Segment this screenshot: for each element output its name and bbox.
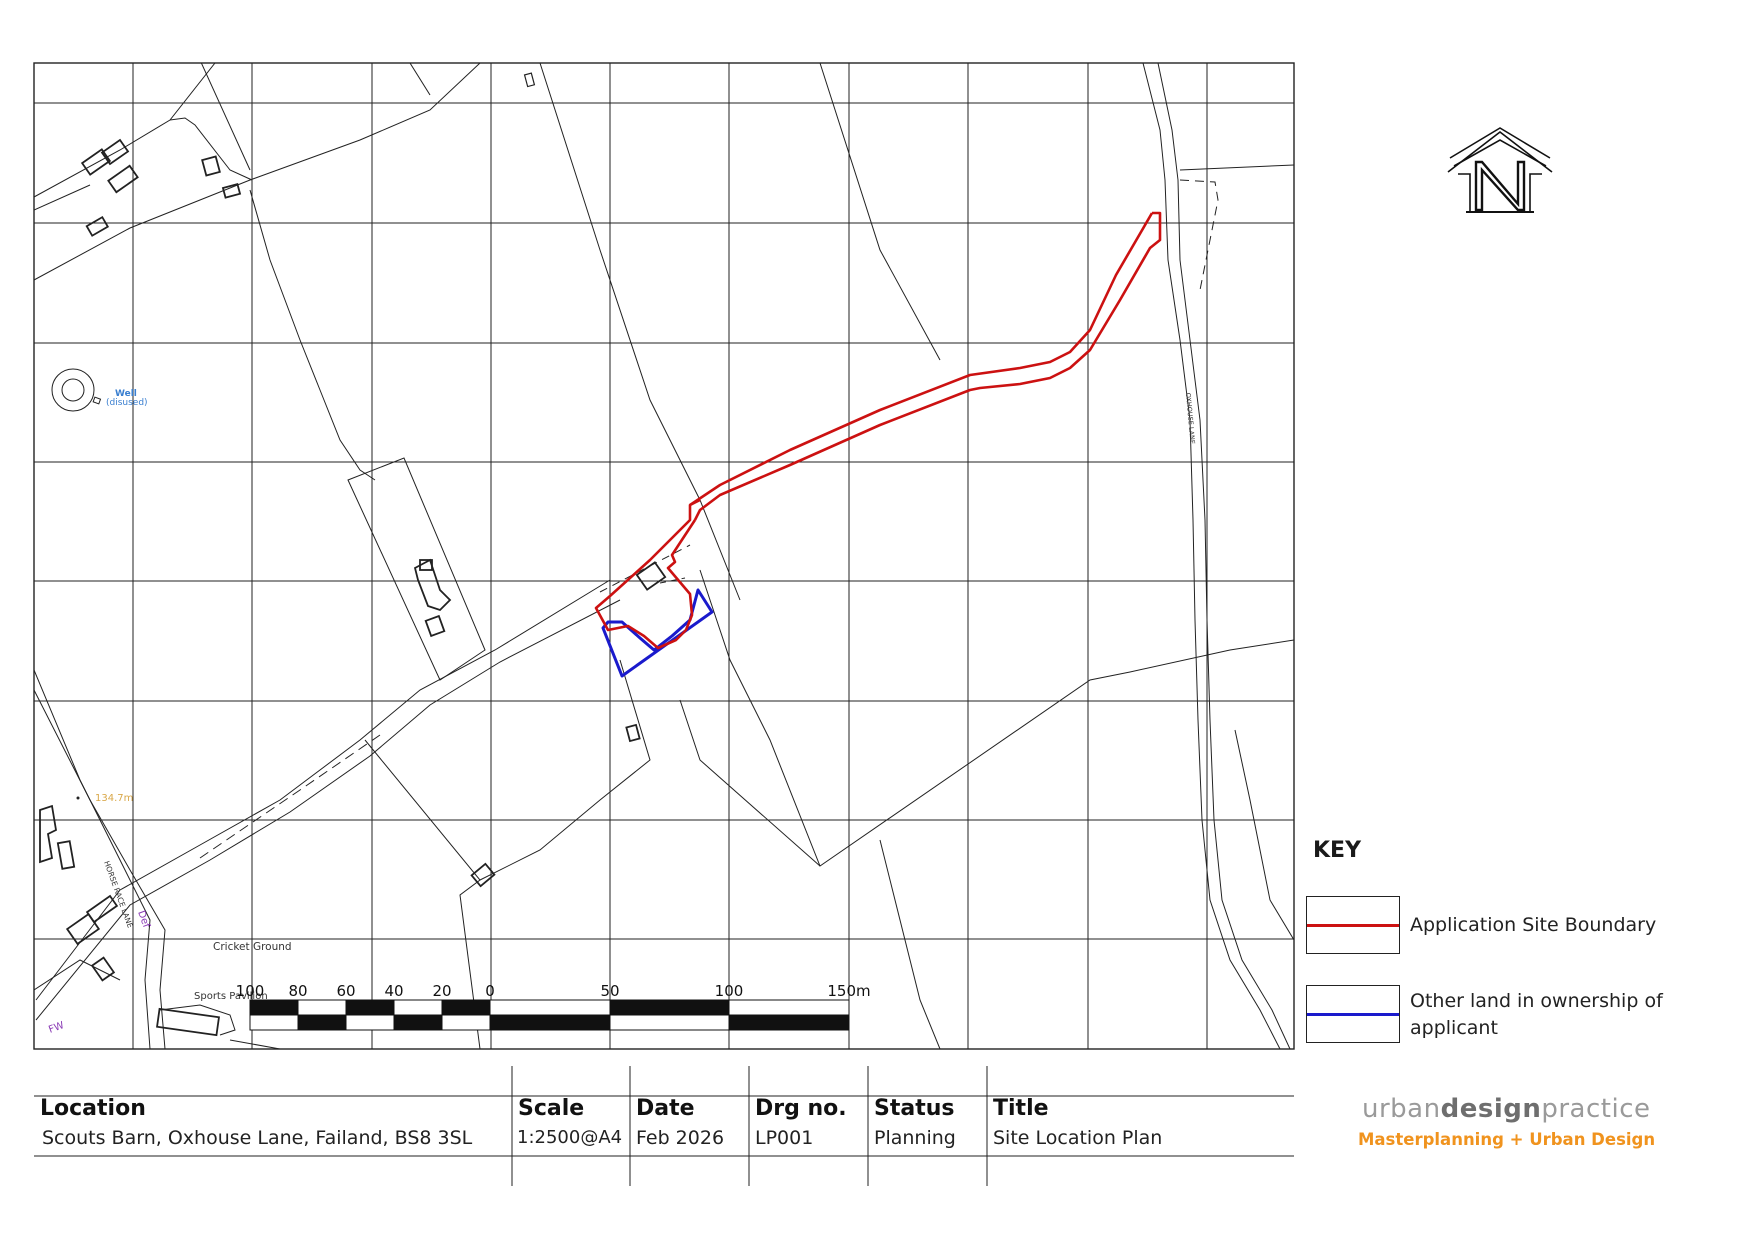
key-label-other-land: Other land in ownership of applicant [1410,990,1663,1039]
scale-bar-tick-label: 40 [384,982,403,1000]
scale-bar-segment [393,999,443,1016]
key-label-application-site: Application Site Boundary [1410,914,1657,936]
key-line-red [1307,924,1399,927]
scale-value: 1:2500@A4 [517,1127,623,1148]
sports-pavilion-label: Sports Pavilion [194,991,268,1002]
key-swatch-application-site [1306,896,1400,954]
scale-bar-segment [489,1014,611,1031]
logo-text-design: design [1440,1094,1542,1124]
scale-bar-tick-label: 100 [236,982,265,1000]
drawing-number-label: Drg no. [755,1096,847,1121]
scale-bar-tick-label: 150m [827,982,870,1000]
scale-bar-tick-label: 60 [336,982,355,1000]
scale-label: Scale [518,1096,585,1121]
drawing-number-value: LP001 [755,1127,814,1149]
status-value: Planning [874,1127,956,1149]
north-arrow-icon [1447,127,1553,213]
title-label: Title [993,1096,1049,1121]
scale-bar-segment [345,999,395,1016]
key-line-blue [1307,1013,1399,1016]
company-tagline: Masterplanning + Urban Design [1358,1130,1656,1149]
logo-text-urban: urban [1362,1094,1441,1124]
base-map-features [34,63,1294,1049]
scale-bar-segment [297,999,347,1016]
key-title: KEY [1313,838,1362,863]
application-site-boundary [594,211,1162,650]
scale-bar-segment [728,999,850,1016]
scale-bar-segment [441,999,491,1016]
scale-bar-tick-label: 0 [485,982,495,1000]
scale-bar-segment [345,1014,395,1031]
scale-bar-segment [393,1014,443,1031]
scale-bar: 100 80 60 40 20 0 50 100 150m [236,982,871,1031]
scale-bar-tick-label: 50 [600,982,619,1000]
scale-bar-tick-label: 80 [288,982,307,1000]
key-swatch-other-land [1306,985,1400,1043]
other-land-boundary [601,588,714,678]
location-label: Location [40,1096,146,1121]
title-block-lines [34,1066,1294,1186]
company-logo: urbandesignpractice [1362,1094,1651,1124]
scale-bar-segment [609,1014,730,1031]
fw-label: FW [47,1020,66,1036]
status-label: Status [874,1096,955,1121]
scale-bar-segment [728,1014,850,1031]
cricket-ground-label: Cricket Ground [213,941,292,953]
scale-bar-tick-label: 20 [432,982,451,1000]
date-value: Feb 2026 [636,1127,725,1149]
spot-height-label: 134.7m [95,793,133,804]
site-building [635,561,686,591]
scale-bar-segment [249,1014,299,1031]
scale-bar-segment [441,1014,491,1031]
well-label: Well [115,389,137,399]
scale-bar-tick-label: 100 [715,982,744,1000]
scale-bar-segment [249,999,299,1016]
scale-bar-segment [297,1014,347,1031]
well-sub-label: (disused) [106,398,148,408]
map-grid [33,62,1295,1050]
title-value: Site Location Plan [993,1127,1163,1149]
scale-bar-segment [609,999,730,1016]
date-label: Date [636,1096,695,1121]
location-value: Scouts Barn, Oxhouse Lane, Failand, BS8 … [42,1127,473,1149]
logo-text-practice: practice [1541,1094,1651,1124]
oxhouse-lane-label: OXHOUSE LANE [1184,392,1196,444]
scale-bar-segment [489,999,611,1016]
